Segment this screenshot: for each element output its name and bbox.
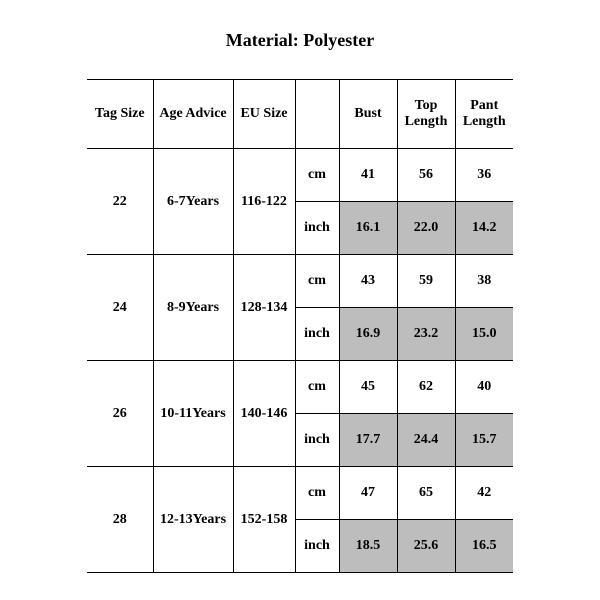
cell-age: 6-7Years (153, 149, 233, 255)
cell-pant: 36 (455, 149, 513, 202)
col-top: Top Length (397, 80, 455, 149)
table-row: 24 8-9Years 128-134 cm 43 59 38 (87, 255, 513, 308)
cell-eu: 116-122 (233, 149, 295, 255)
cell-tag: 28 (87, 467, 153, 573)
table-row: 26 10-11Years 140-146 cm 45 62 40 (87, 361, 513, 414)
cell-bust: 47 (339, 467, 397, 520)
cell-tag: 24 (87, 255, 153, 361)
cell-unit: inch (295, 308, 339, 361)
cell-unit: cm (295, 255, 339, 308)
cell-top: 22.0 (397, 202, 455, 255)
size-table: Tag Size Age Advice EU Size Bust Top Len… (87, 79, 513, 573)
col-bust: Bust (339, 80, 397, 149)
cell-eu: 128-134 (233, 255, 295, 361)
cell-age: 10-11Years (153, 361, 233, 467)
cell-bust: 41 (339, 149, 397, 202)
cell-unit: inch (295, 520, 339, 573)
cell-pant: 42 (455, 467, 513, 520)
cell-bust: 43 (339, 255, 397, 308)
cell-unit: cm (295, 149, 339, 202)
table-body: 22 6-7Years 116-122 cm 41 56 36 inch 16.… (87, 149, 513, 573)
cell-top: 59 (397, 255, 455, 308)
cell-pant: 40 (455, 361, 513, 414)
col-pant: Pant Length (455, 80, 513, 149)
table-row: 28 12-13Years 152-158 cm 47 65 42 (87, 467, 513, 520)
cell-bust: 17.7 (339, 414, 397, 467)
cell-top: 23.2 (397, 308, 455, 361)
cell-unit: cm (295, 467, 339, 520)
col-tag: Tag Size (87, 80, 153, 149)
cell-bust: 16.9 (339, 308, 397, 361)
cell-top: 56 (397, 149, 455, 202)
cell-eu: 140-146 (233, 361, 295, 467)
cell-pant: 15.7 (455, 414, 513, 467)
cell-eu: 152-158 (233, 467, 295, 573)
document-title: Material: Polyester (0, 30, 600, 51)
col-unit (295, 80, 339, 149)
cell-top: 62 (397, 361, 455, 414)
cell-pant: 16.5 (455, 520, 513, 573)
cell-unit: cm (295, 361, 339, 414)
col-age: Age Advice (153, 80, 233, 149)
table-row: 22 6-7Years 116-122 cm 41 56 36 (87, 149, 513, 202)
cell-age: 12-13Years (153, 467, 233, 573)
cell-top: 25.6 (397, 520, 455, 573)
cell-bust: 18.5 (339, 520, 397, 573)
cell-tag: 22 (87, 149, 153, 255)
cell-pant: 14.2 (455, 202, 513, 255)
cell-unit: inch (295, 414, 339, 467)
cell-pant: 38 (455, 255, 513, 308)
cell-unit: inch (295, 202, 339, 255)
cell-bust: 16.1 (339, 202, 397, 255)
cell-pant: 15.0 (455, 308, 513, 361)
cell-bust: 45 (339, 361, 397, 414)
cell-age: 8-9Years (153, 255, 233, 361)
col-eu: EU Size (233, 80, 295, 149)
cell-tag: 26 (87, 361, 153, 467)
cell-top: 24.4 (397, 414, 455, 467)
cell-top: 65 (397, 467, 455, 520)
table-header-row: Tag Size Age Advice EU Size Bust Top Len… (87, 80, 513, 149)
size-chart-document: Material: Polyester Tag Size Age Advice … (0, 0, 600, 600)
